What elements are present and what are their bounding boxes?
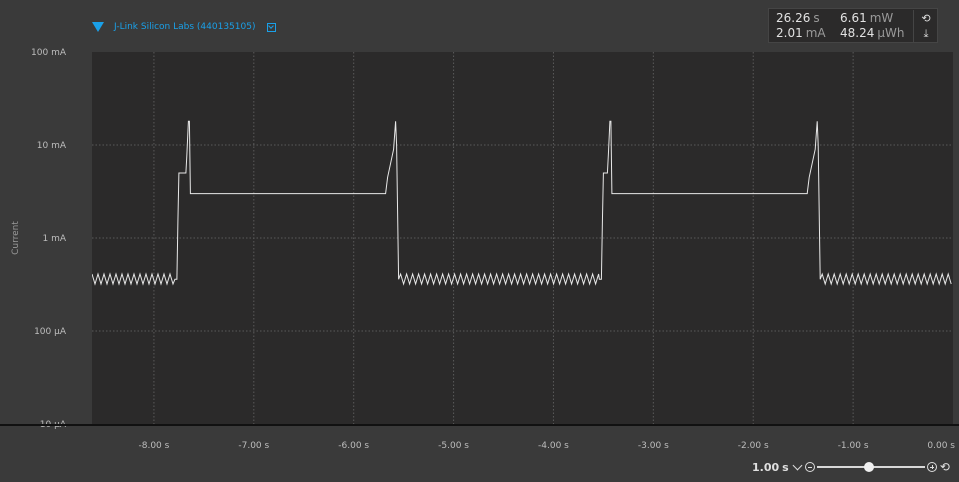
x-tick-labels: -8.00 s -7.00 s -6.00 s -5.00 s -4.00 s -3.00… [139, 441, 956, 451]
stat-energy: 48.24 µWh [840, 26, 904, 40]
device-name: J-Link Silicon Labs (440135105) [114, 22, 256, 32]
stats-panel: 26.26 s 2.01 mA 6.61 mW 48.24 µWh ⟲ ⤓ [768, 8, 938, 43]
current-trace [92, 120, 952, 286]
x-tick-label: -4.00 s [538, 441, 569, 451]
stat-current-unit: mA [805, 26, 826, 40]
stat-energy-unit: µWh [877, 26, 905, 40]
chevron-down-icon[interactable] [267, 22, 277, 32]
download-icon[interactable]: ⤓ [913, 26, 938, 42]
y-axis-label: Current [11, 221, 21, 255]
x-tick-label: -8.00 s [139, 441, 170, 451]
device-selector[interactable]: J-Link Silicon Labs (440135105) [92, 18, 277, 36]
stat-energy-value: 48.24 [840, 26, 875, 40]
reset-icon[interactable]: ⟲ [913, 10, 938, 26]
stat-current: 2.01 mA [776, 26, 826, 40]
zoom-control: 1.00 s ⟲ [752, 459, 950, 475]
zoom-out-icon[interactable] [804, 462, 815, 472]
x-tick-label: -1.00 s [838, 441, 869, 451]
y-tick-label: 1 mA [42, 234, 66, 244]
zoom-slider-knob[interactable] [863, 462, 874, 472]
y-tick-label: 100 mA [31, 48, 67, 58]
zoom-slider[interactable] [816, 462, 925, 472]
x-tick-label: 0.00 s [927, 441, 955, 451]
y-tick-label: 10 mA [37, 141, 67, 151]
x-tick-label: -5.00 s [438, 441, 469, 451]
stat-power: 6.61 mW [840, 11, 893, 25]
stat-power-unit: mW [869, 11, 894, 25]
grid [92, 52, 953, 424]
stat-time: 26.26 s [776, 11, 820, 25]
zoom-value: 1.00 [752, 460, 780, 474]
reset-zoom-icon[interactable]: ⟲ [939, 460, 950, 474]
collapse-triangle-icon[interactable] [92, 22, 104, 32]
zoom-unit: s [782, 460, 789, 474]
stat-power-value: 6.61 [840, 11, 867, 25]
stat-current-value: 2.01 [776, 26, 803, 40]
stat-time-unit: s [813, 11, 820, 25]
x-tick-label: -7.00 s [238, 441, 269, 451]
x-tick-label: -3.00 s [638, 441, 669, 451]
y-tick-label: 100 µA [34, 327, 67, 337]
x-tick-label: -6.00 s [338, 441, 369, 451]
x-tick-label: -2.00 s [738, 441, 769, 451]
stat-time-value: 26.26 [776, 11, 811, 25]
chevron-down-icon[interactable] [792, 460, 803, 470]
zoom-in-icon[interactable] [926, 462, 937, 472]
